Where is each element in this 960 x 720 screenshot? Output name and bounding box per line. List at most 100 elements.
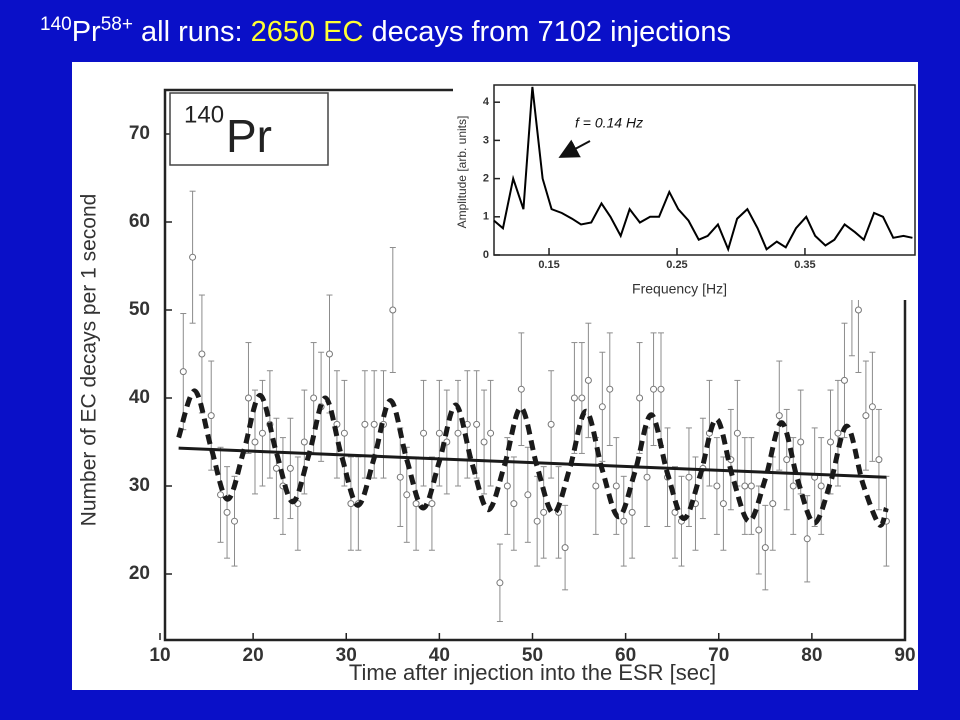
data-point (540, 508, 548, 516)
data-point (636, 394, 644, 402)
y-tick-label: 4 (483, 96, 490, 108)
data-point (606, 385, 614, 393)
x-axis-label: Time after injection into the ESR [sec] (349, 660, 716, 685)
y-axis-label: Number of EC decays per 1 second (78, 194, 101, 527)
data-point (272, 464, 280, 472)
data-point (705, 429, 713, 437)
title-highlight: 2650 EC (250, 16, 364, 48)
data-point (251, 438, 259, 446)
x-tick-label: 90 (894, 645, 915, 666)
y-tick-label: 1 (483, 211, 489, 223)
data-point (480, 438, 488, 446)
data-point (340, 429, 348, 437)
data-point (761, 544, 769, 552)
data-point (473, 420, 481, 428)
data-point (510, 500, 518, 508)
legend-box (169, 92, 329, 166)
x-tick-label: 30 (336, 645, 357, 666)
data-point (584, 376, 592, 384)
spectrum-line (493, 86, 913, 253)
data-point (657, 385, 665, 393)
data-point (503, 482, 511, 490)
data-point (650, 385, 658, 393)
data-point (517, 385, 525, 393)
data-point (370, 420, 378, 428)
x-tick-label: 70 (708, 645, 729, 666)
y-tick-label: 20 (129, 563, 150, 584)
x-tick-label: 40 (429, 645, 450, 666)
data-point (620, 517, 628, 525)
data-point (300, 438, 308, 446)
data-point (769, 500, 777, 508)
data-point (325, 350, 333, 358)
data-point (198, 350, 206, 358)
data-point (755, 526, 763, 534)
legend-element: Pr (226, 110, 272, 162)
y-tick-label: 30 (129, 475, 150, 496)
data-point (412, 500, 420, 508)
data-point (496, 579, 504, 587)
data-point (713, 482, 721, 490)
data-point (817, 482, 825, 490)
data-point (403, 491, 411, 499)
plot-frame (493, 84, 916, 256)
data-point (862, 412, 870, 420)
data-point (231, 517, 238, 525)
legend-mass: 140 (184, 101, 224, 128)
data-point (435, 429, 443, 437)
data-point (454, 429, 462, 437)
data-point (189, 253, 197, 261)
x-tick-label: 80 (801, 645, 822, 666)
data-point (389, 306, 397, 314)
oscillation-fit (176, 388, 889, 528)
data-point (741, 482, 749, 490)
data-point (868, 403, 876, 411)
x-tick-label: 0.15 (538, 259, 559, 271)
data-point (223, 508, 231, 516)
annotation-arrow (558, 139, 591, 158)
data-point (803, 535, 811, 543)
data-point (561, 544, 569, 552)
y-tick-label: 70 (129, 123, 150, 144)
data-point (592, 482, 600, 490)
data-point (775, 412, 783, 420)
data-point (643, 473, 651, 481)
data-point (875, 456, 883, 464)
data-point (598, 403, 606, 411)
data-point (396, 473, 404, 481)
y-tick-label: 2 (483, 173, 489, 185)
y-tick-label: 50 (129, 299, 150, 320)
data-point (789, 482, 797, 490)
x-tick-label: 0.25 (666, 259, 687, 271)
data-point (420, 429, 428, 437)
annotation: f = 0.14 Hz (575, 115, 643, 131)
data-point (797, 438, 805, 446)
charge: 58+ (100, 14, 133, 35)
mass-number: 140 (40, 14, 72, 35)
data-point (612, 482, 620, 490)
data-point (179, 368, 187, 376)
slide-title: 140Pr58+ all runs: 2650 EC decays from 7… (40, 14, 731, 49)
data-point (524, 491, 532, 499)
title-text: all runs: (132, 16, 251, 48)
data-point (286, 464, 294, 472)
data-point (310, 394, 318, 402)
element: Pr (71, 16, 101, 48)
exponential-fit (178, 446, 887, 479)
data-point (570, 394, 578, 402)
y-axis-label: Amplitude [arb. units] (455, 116, 469, 229)
data-point (244, 394, 252, 402)
data-point (827, 438, 834, 446)
x-tick-label: 20 (243, 645, 264, 666)
data-point (207, 412, 215, 420)
data-point (258, 429, 266, 437)
x-tick-label: 10 (149, 645, 170, 666)
data-point (783, 456, 791, 464)
data-point (685, 473, 693, 481)
data-point (854, 306, 862, 314)
data-point (547, 420, 555, 428)
y-tick-label: 40 (129, 387, 150, 408)
y-tick-label: 0 (483, 249, 489, 261)
